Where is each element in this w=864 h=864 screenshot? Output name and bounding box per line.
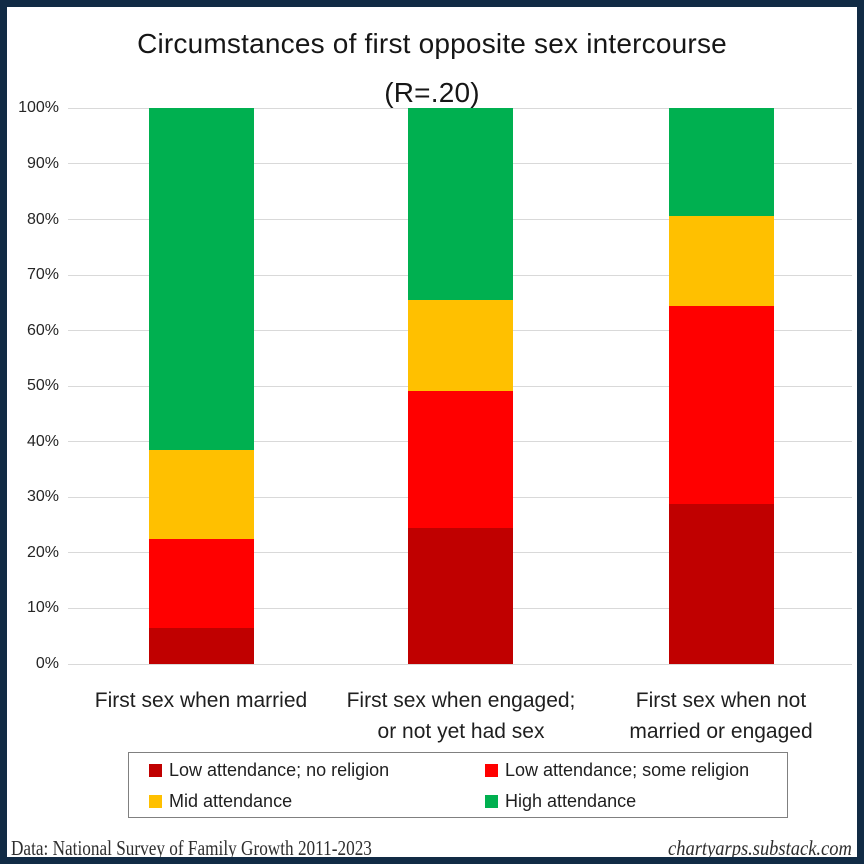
- x-axis-label-line: First sex when not: [635, 689, 807, 712]
- bar-segment-mid-attendance: [149, 450, 254, 539]
- bar-segment-high-attendance: [149, 108, 254, 451]
- legend-label: Mid attendance: [169, 791, 293, 811]
- legend-item: High attendance: [485, 791, 787, 812]
- bar-segment-low-attendance-no-religion: [408, 528, 513, 664]
- bar-segment-high-attendance: [669, 108, 774, 216]
- legend-item: Mid attendance: [149, 791, 485, 812]
- bar-segment-low-attendance-some-religion: [408, 390, 513, 529]
- legend-label: High attendance: [505, 791, 637, 811]
- legend-swatch-icon: [149, 764, 162, 777]
- legend-swatch-icon: [485, 795, 498, 808]
- y-axis-tick-label: 80%: [26, 210, 59, 228]
- bar-segment-low-attendance-some-religion: [149, 539, 254, 628]
- x-axis-label-line: First sex when engaged;: [346, 689, 576, 712]
- stacked-bar: [149, 108, 254, 664]
- y-axis-tick-label: 60%: [26, 321, 59, 339]
- stacked-bar: [408, 108, 513, 664]
- x-axis-label-line: First sex when married: [94, 689, 308, 712]
- legend-item: Low attendance; no religion: [149, 760, 485, 781]
- footer-source: Data: National Survey of Family Growth 2…: [11, 836, 372, 860]
- y-axis-tick-label: 100%: [18, 99, 59, 117]
- bar-segment-mid-attendance: [669, 215, 774, 307]
- bar-segment-low-attendance-no-religion: [149, 627, 254, 664]
- legend-swatch-icon: [149, 795, 162, 808]
- y-axis-tick-label: 20%: [26, 543, 59, 561]
- legend-box: Low attendance; no religion Low attendanc…: [128, 752, 788, 818]
- bar-segment-low-attendance-some-religion: [669, 306, 774, 504]
- footer-credit: chartyarps.substack.com: [668, 836, 852, 860]
- x-axis-category-label: First sex when engaged; or not yet had se…: [311, 685, 611, 747]
- chart-subtitle: (R=.20): [384, 77, 480, 108]
- legend-label: Low attendance; no religion: [169, 760, 390, 780]
- x-axis-category-label: First sex when married: [51, 685, 351, 716]
- legend-label: Low attendance; some religion: [505, 760, 750, 780]
- chart-title: Circumstances of first opposite sex inte…: [137, 28, 727, 59]
- chart-title-block: Circumstances of first opposite sex inte…: [7, 19, 857, 117]
- bar-segment-low-attendance-no-religion: [669, 503, 774, 664]
- y-axis-tick-label: 10%: [26, 599, 59, 617]
- gridline: [68, 663, 852, 665]
- plot-area: 0% 10% 20% 30% 40% 50% 60% 70% 80% 90% 100% First s…: [7, 7, 857, 857]
- bar-segment-high-attendance: [408, 108, 513, 300]
- stacked-bar: [669, 108, 774, 664]
- x-axis-category-label: First sex when not married or engaged: [571, 685, 857, 747]
- gridline: [68, 107, 852, 109]
- y-axis-tick-label: 40%: [26, 432, 59, 450]
- x-axis-label-line: or not yet had sex: [377, 720, 545, 743]
- bar-segment-mid-attendance: [408, 299, 513, 391]
- x-axis-label-line: married or engaged: [629, 720, 813, 743]
- legend-swatch-icon: [485, 764, 498, 777]
- y-axis-tick-label: 50%: [26, 377, 59, 395]
- legend-item: Low attendance; some religion: [485, 760, 787, 781]
- y-axis-tick-label: 30%: [26, 488, 59, 506]
- y-axis-tick-label: 70%: [26, 266, 59, 284]
- y-axis-tick-label: 90%: [26, 154, 59, 172]
- y-axis-tick-label: 0%: [35, 655, 59, 672]
